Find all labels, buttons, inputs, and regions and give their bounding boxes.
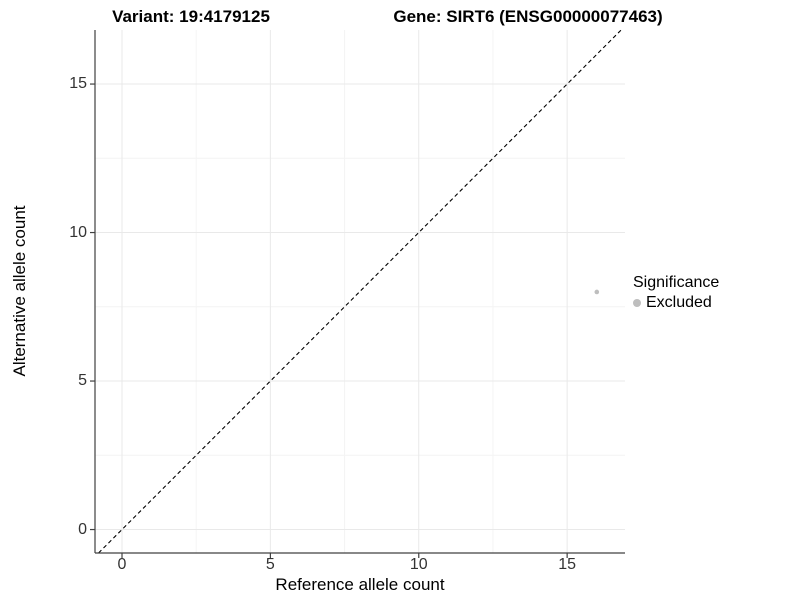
x-tick-label: 15 [558,556,577,573]
legend-title: Significance [633,274,720,291]
data-point [594,289,600,295]
x-tick-label: 10 [409,556,428,573]
y-tick-label: 15 [69,75,87,93]
legend-entry-label: Excluded [646,294,712,311]
legend-key-dot-icon [633,299,641,307]
y-tick-label: 5 [78,372,87,390]
x-tick-label: 0 [117,556,127,573]
x-axis-title: Reference allele count [275,575,445,594]
identity-dashed-line [98,29,622,554]
y-axis-title: Alternative allele count [10,205,29,377]
y-tick-label: 0 [78,520,87,538]
plot-title-gene: Gene: SIRT6 (ENSG00000077463) [393,7,663,26]
legend-entry-excluded: Excluded [633,294,719,312]
legend: Significance Excluded [633,274,719,312]
plot-title-variant: Variant: 19:4179125 [112,7,270,26]
x-tick-label: 5 [265,556,275,573]
y-tick-label: 10 [69,223,87,241]
